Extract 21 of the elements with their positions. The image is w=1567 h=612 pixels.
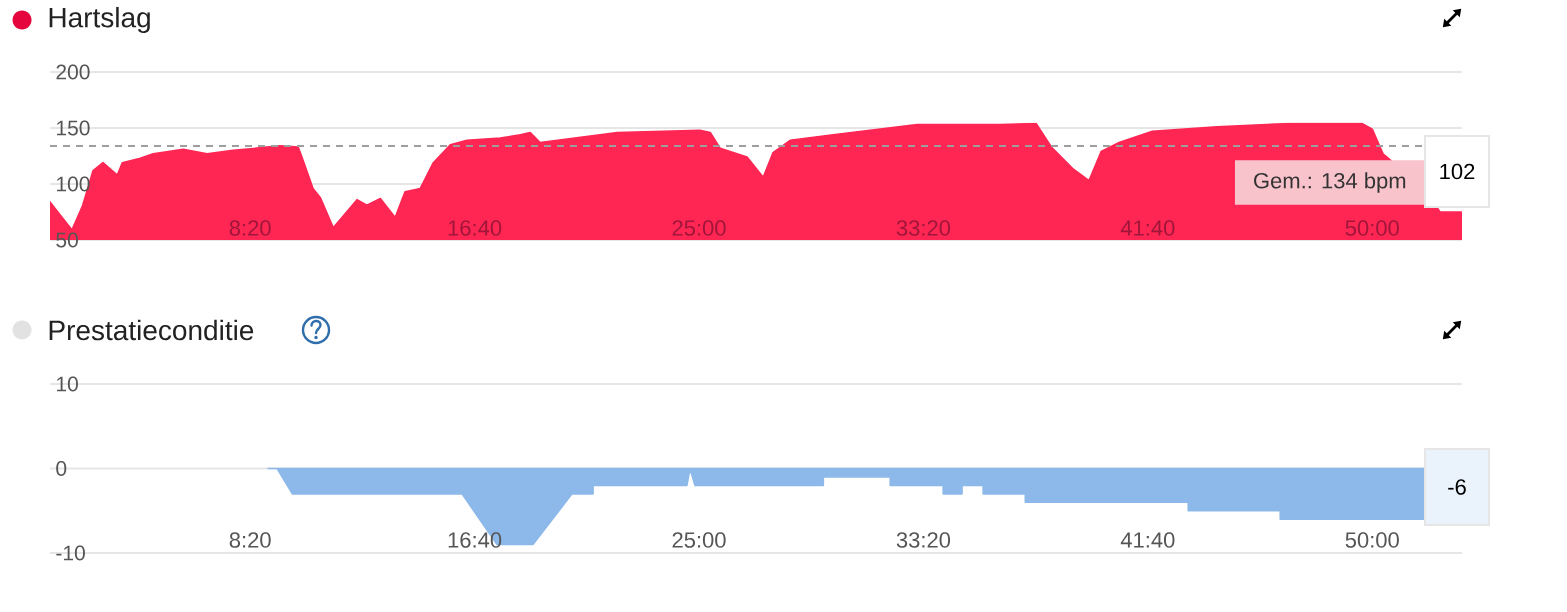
x-tick-label: 50:00	[1345, 532, 1399, 548]
x-tick-label: 8:20	[229, 532, 271, 548]
y-tick-label: 200	[56, 64, 90, 80]
y-tick-label: -10	[56, 545, 85, 561]
x-tick-label: 16:40	[448, 220, 502, 236]
chart-title: Prestatieconditie	[49, 319, 254, 341]
x-tick-label: 25:00	[672, 532, 726, 548]
x-tick-label: 33:20	[896, 532, 951, 548]
x-tick-label: 41:40	[1120, 220, 1175, 236]
x-tick-label: 50:00	[1345, 220, 1399, 236]
x-tick-label: 25:00	[672, 220, 726, 236]
annotation: -6	[1448, 479, 1466, 495]
x-tick-label: 8:20	[229, 220, 271, 236]
y-tick-label: 10	[57, 376, 78, 392]
ref-line-label: Gem.: 134 bpm	[1254, 172, 1406, 193]
chart-title: Hartslag	[49, 6, 150, 34]
y-tick-label: 150	[57, 120, 90, 136]
x-tick-label: 41:40	[1120, 532, 1175, 548]
annotation: 102	[1440, 163, 1475, 180]
y-tick-label: 0	[56, 461, 67, 476]
x-tick-label: 33:20	[896, 220, 951, 236]
